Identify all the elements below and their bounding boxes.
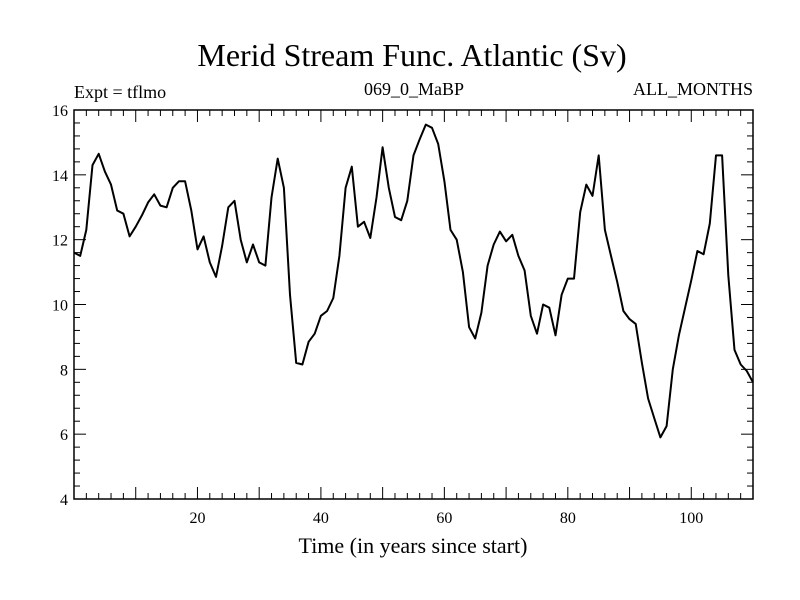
axis-ticks bbox=[74, 110, 753, 499]
x-tick-label: 20 bbox=[189, 510, 205, 527]
x-axis-label: Time (in years since start) bbox=[299, 533, 528, 558]
y-tick-label: 4 bbox=[60, 492, 68, 509]
chart-title: Merid Stream Func. Atlantic (Sv) bbox=[197, 37, 626, 73]
plot-frame bbox=[73, 109, 754, 500]
run-id-label: 069_0_MaBP bbox=[364, 79, 464, 99]
axis-tick-labels: 20 40 60 80 100 4 6 8 10 12 14 16 bbox=[52, 103, 703, 527]
series-line bbox=[73, 123, 754, 439]
x-tick-label: 80 bbox=[560, 510, 576, 527]
x-tick-label: 40 bbox=[313, 510, 329, 527]
y-tick-label: 16 bbox=[52, 103, 68, 120]
y-tick-label: 12 bbox=[52, 233, 68, 250]
x-tick-label: 60 bbox=[436, 510, 452, 527]
y-tick-label: 10 bbox=[52, 298, 68, 315]
experiment-label: Expt = tflmo bbox=[74, 82, 166, 102]
y-tick-label: 8 bbox=[60, 362, 68, 379]
x-tick-label: 100 bbox=[679, 510, 703, 527]
period-label: ALL_MONTHS bbox=[633, 79, 753, 99]
y-tick-label: 6 bbox=[60, 427, 68, 444]
y-tick-label: 14 bbox=[52, 168, 68, 185]
